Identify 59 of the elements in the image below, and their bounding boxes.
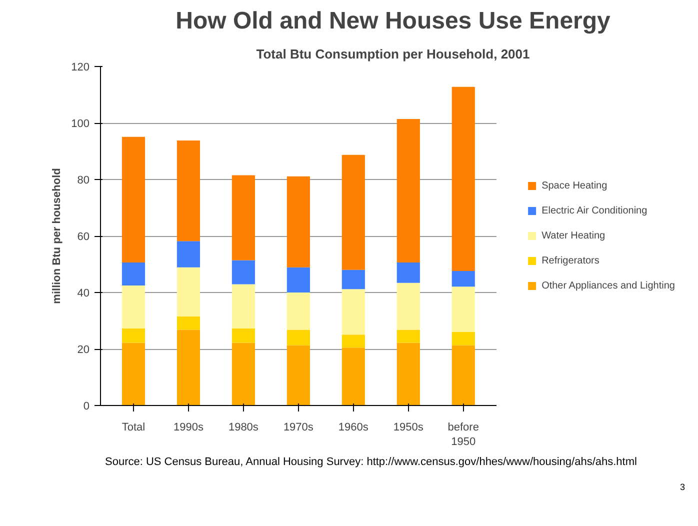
bar xyxy=(176,241,200,268)
legend-label: Space Heating xyxy=(542,180,608,191)
bar xyxy=(232,260,255,284)
bar xyxy=(452,345,475,406)
y-axis-title: million Btu per household xyxy=(51,168,64,304)
y-tick-label: 40 xyxy=(77,288,90,300)
bar xyxy=(122,136,146,263)
bar xyxy=(286,345,310,406)
bar xyxy=(342,334,365,348)
bar xyxy=(286,292,310,330)
bar xyxy=(232,342,255,406)
bar xyxy=(286,330,310,346)
bar xyxy=(122,328,146,343)
bar xyxy=(452,271,475,287)
bar xyxy=(232,328,255,343)
bar xyxy=(342,289,365,335)
y-tick-label: 120 xyxy=(71,62,90,74)
legend-label: Water Heating xyxy=(542,230,606,241)
bar xyxy=(286,267,310,292)
x-tick-label: Total xyxy=(122,422,146,434)
legend-label: Other Appliances and Lighting xyxy=(542,280,675,291)
x-tick-label: before 1950 xyxy=(448,422,479,448)
bar xyxy=(122,342,146,406)
bar xyxy=(396,119,420,263)
y-tick-label: 100 xyxy=(71,118,90,130)
y-tick-label: 20 xyxy=(77,344,90,356)
x-tick-label: 1960s xyxy=(338,422,369,434)
chart-subtitle: Total Btu Consumption per Household, 2001 xyxy=(256,46,530,62)
legend-label: Electric Air Conditioning xyxy=(542,205,648,216)
bar xyxy=(452,332,475,346)
x-tick-label: 1990s xyxy=(173,422,204,434)
bar xyxy=(286,176,310,268)
text: 3 xyxy=(680,480,685,494)
bar xyxy=(176,267,200,317)
bar xyxy=(122,285,146,328)
bar xyxy=(342,270,365,290)
x-tick-label: 1980s xyxy=(228,422,259,434)
bar xyxy=(176,140,200,242)
bar xyxy=(452,286,475,332)
bar xyxy=(396,282,420,330)
source-note: Source: US Census Bureau, Annual Housing Survey: http://www.census.gov/hhes/www/housing/ahs/ahs.html xyxy=(105,455,637,470)
x-tick-label: 1950s xyxy=(393,422,424,434)
bar xyxy=(452,86,475,272)
bar xyxy=(176,316,200,330)
bar xyxy=(232,284,255,328)
bar xyxy=(342,154,365,270)
x-tick-label: 1970s xyxy=(283,422,314,434)
bar xyxy=(396,342,420,406)
bar xyxy=(122,262,146,286)
chart-title: How Old and New Houses Use Energy xyxy=(176,8,612,34)
bar xyxy=(396,262,420,283)
y-tick-label: 80 xyxy=(77,174,90,186)
legend-label: Refrigerators xyxy=(542,255,600,266)
bar xyxy=(232,175,255,260)
bar xyxy=(176,330,200,406)
bar xyxy=(396,330,420,343)
y-tick-label: 0 xyxy=(83,400,90,412)
bar xyxy=(342,348,365,406)
y-tick-label: 60 xyxy=(77,231,90,243)
